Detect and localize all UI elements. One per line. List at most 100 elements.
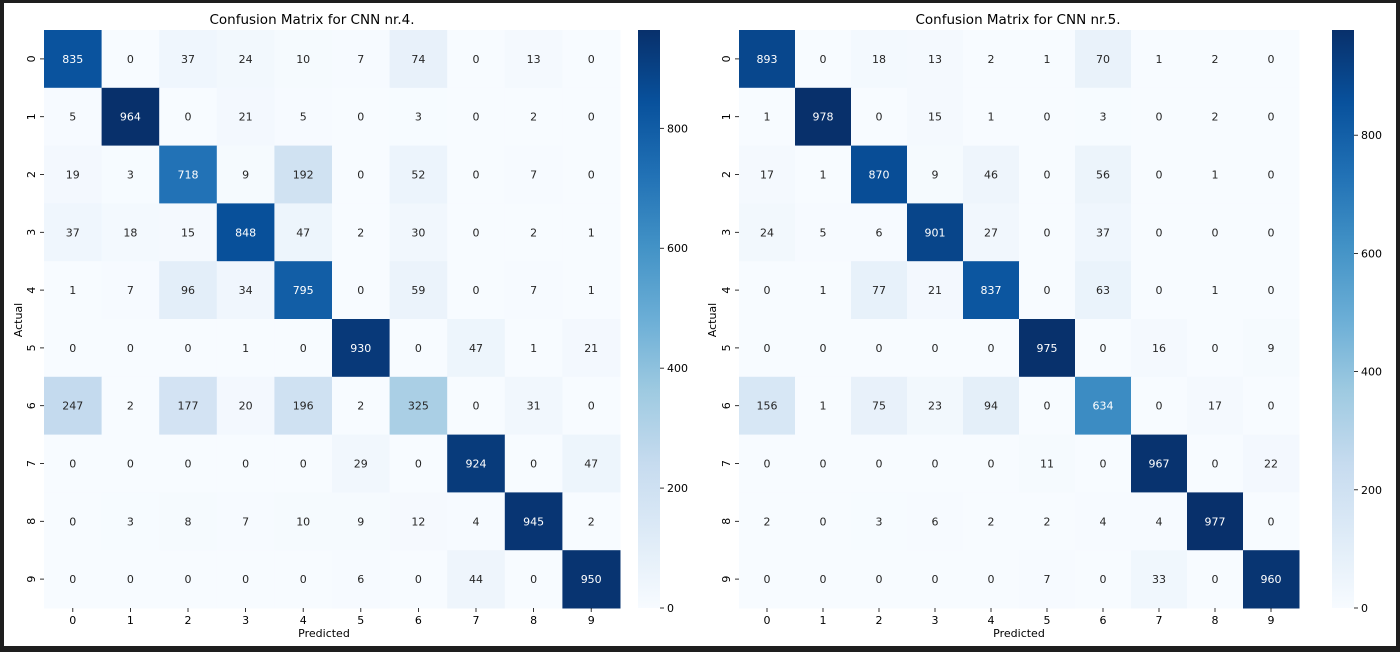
x-tick-label: 2	[185, 614, 192, 627]
cell-value-label: 0	[69, 342, 76, 355]
cell-value-label: 0	[764, 458, 771, 471]
heatmap-cell	[739, 87, 796, 147]
heatmap-cell	[851, 376, 908, 436]
cell-value-label: 0	[876, 458, 883, 471]
cell-value-label: 17	[1208, 400, 1222, 413]
cell-value-label: 44	[469, 573, 483, 586]
cell-value-label: 0	[1100, 342, 1107, 355]
cell-value-label: 0	[876, 342, 883, 355]
heatmap-cell	[739, 376, 796, 436]
cell-value-label: 0	[820, 458, 827, 471]
cell-value-label: 0	[185, 573, 192, 586]
cell-value-label: 930	[350, 342, 371, 355]
cell-value-label: 795	[293, 284, 314, 297]
cell-value-label: 0	[473, 284, 480, 297]
heatmap-cell	[1131, 434, 1188, 493]
heatmap-cell	[44, 434, 103, 493]
heatmap-cell	[216, 376, 275, 436]
heatmap-cell	[739, 261, 796, 320]
cell-value-label: 0	[300, 573, 307, 586]
cell-value-label: 960	[1261, 573, 1282, 586]
cell-value-label: 0	[932, 573, 939, 586]
cell-value-label: 0	[415, 573, 422, 586]
heatmap-cell	[332, 319, 391, 378]
heatmap-cell	[389, 203, 448, 262]
x-tick-labels-1: 0 1 2 3 4 5 6 7 8 9	[69, 608, 595, 627]
cell-value-label: 0	[1212, 342, 1219, 355]
cell-value-label: 0	[932, 458, 939, 471]
heatmap-cell	[216, 87, 275, 147]
heatmap-cell	[963, 30, 1020, 89]
cell-value-label: 77	[872, 284, 886, 297]
x-tick-label: 1	[820, 614, 827, 627]
heatmap-cell	[159, 434, 218, 493]
cell-value-label: 56	[1096, 169, 1110, 182]
heatmap-cell	[389, 434, 448, 493]
y-tick-label: 6	[25, 402, 38, 409]
y-tick-label: 4	[25, 287, 38, 294]
cell-value-label: 0	[473, 53, 480, 66]
heatmap-cell	[447, 550, 506, 609]
cell-value-label: 0	[1044, 226, 1051, 239]
heatmap-cell	[795, 434, 852, 493]
heatmap-cells-2: 893 0 18 13 2 1 70 1 2 01 978 0 15 1 0 3 0 2 017 1 870 9 46 0 56…	[739, 30, 1300, 609]
cell-value-label: 24	[760, 226, 774, 239]
heatmap-cell	[1187, 492, 1244, 551]
heatmap-cell	[1131, 87, 1188, 147]
heatmap-cell	[101, 492, 160, 551]
heatmap-cell	[1243, 87, 1300, 147]
cell-value-label: 0	[1268, 400, 1275, 413]
heatmap-cell	[562, 145, 621, 204]
cell-value-label: 0	[1268, 284, 1275, 297]
cell-value-label: 1	[69, 284, 76, 297]
cell-value-label: 3	[127, 515, 134, 528]
cell-value-label: 0	[1268, 111, 1275, 124]
heatmap-cell	[504, 261, 563, 320]
x-tick-label: 2	[876, 614, 883, 627]
colorbar-tick-label: 800	[667, 122, 688, 135]
x-tick-label: 5	[357, 614, 364, 627]
cell-value-label: 2	[357, 400, 364, 413]
cell-value-label: 11	[1040, 458, 1054, 471]
heatmap-cell	[274, 261, 333, 320]
cell-value-label: 0	[473, 226, 480, 239]
heatmap-cell	[447, 203, 506, 262]
heatmap-cell	[504, 87, 563, 147]
heatmap-cell	[1075, 30, 1132, 89]
colorbar-tick-label: 600	[1361, 247, 1382, 260]
cell-value-label: 870	[869, 169, 890, 182]
cell-value-label: 177	[178, 400, 199, 413]
cell-value-label: 0	[1156, 226, 1163, 239]
cell-value-label: 96	[181, 284, 195, 297]
confusion-matrix-figure: Confusion Matrix for CNN nr.4. 835 0 37 24 1…	[12, 12, 1382, 640]
heatmap-cell	[963, 87, 1020, 147]
heatmap-cell	[1131, 550, 1188, 609]
heatmap-cell	[562, 261, 621, 320]
heatmap-cell	[447, 319, 506, 378]
y-tick-label: 0	[720, 55, 733, 62]
heatmap-cell	[274, 87, 333, 147]
heatmap-cell	[332, 203, 391, 262]
heatmap-cell	[332, 492, 391, 551]
heatmap-cell	[447, 492, 506, 551]
x-tick-label: 7	[1156, 614, 1163, 627]
cell-value-label: 0	[185, 111, 192, 124]
cell-value-label: 8	[185, 515, 192, 528]
heatmap-cell	[44, 492, 103, 551]
heatmap-cell	[44, 145, 103, 204]
cell-value-label: 964	[120, 111, 141, 124]
cell-value-label: 74	[411, 53, 425, 66]
x-tick-label: 3	[242, 614, 249, 627]
heatmap-cell	[1131, 492, 1188, 551]
cell-value-label: 0	[1156, 284, 1163, 297]
heatmap-cell	[1187, 376, 1244, 436]
cell-value-label: 2	[530, 111, 537, 124]
cell-value-label: 17	[760, 169, 774, 182]
cell-value-label: 0	[473, 169, 480, 182]
heatmap-cell	[795, 261, 852, 320]
heatmap-cell	[1075, 203, 1132, 262]
heatmap-cell	[447, 87, 506, 147]
heatmap-cell	[739, 30, 796, 89]
cell-value-label: 945	[523, 515, 544, 528]
heatmap-cell	[101, 203, 160, 262]
